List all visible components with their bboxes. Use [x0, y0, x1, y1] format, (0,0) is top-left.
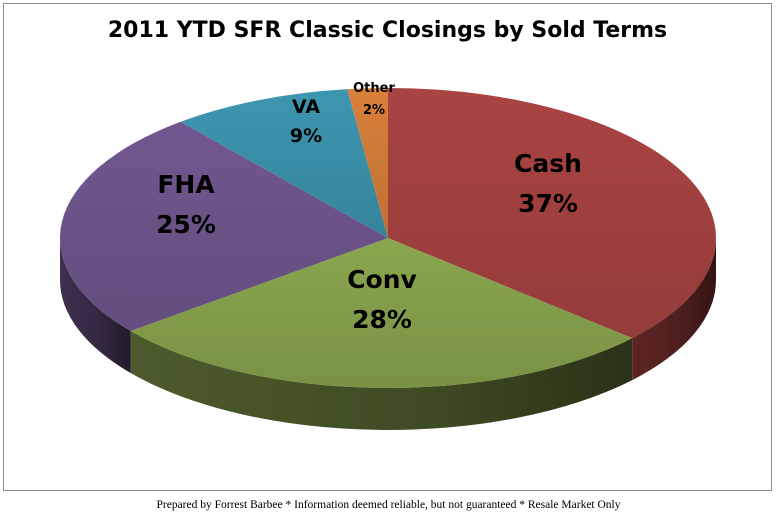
slice-label-other: Other — [353, 81, 395, 96]
pie-labels: Cash 37% Conv 28% FHA 25% VA 9% Other 2% — [156, 81, 582, 334]
slice-pct-other: 2% — [363, 103, 385, 118]
slice-label-fha: FHA — [157, 170, 215, 199]
pie-side-fha — [60, 238, 131, 374]
pie-side-conv — [130, 331, 633, 431]
pie-slice-conv — [130, 238, 633, 388]
chart-title: 2011 YTD SFR Classic Closings by Sold Te… — [107, 18, 668, 43]
slice-label-cash: Cash — [514, 149, 582, 178]
slice-pct-cash: 37% — [518, 189, 578, 218]
footer-note: Prepared by Forrest Barbee * Information… — [156, 499, 621, 511]
pie-slice-fha — [59, 121, 388, 332]
pie-top — [59, 88, 716, 388]
pie-slice-other — [347, 88, 388, 238]
slice-pct-conv: 28% — [352, 305, 412, 334]
slice-pct-fha: 25% — [156, 210, 216, 239]
pie-side-cash — [632, 238, 716, 381]
pie-side-walls — [60, 238, 716, 431]
pie-slice-cash — [388, 88, 716, 339]
slice-label-va: VA — [292, 96, 320, 118]
slice-pct-va: 9% — [290, 125, 322, 147]
slice-label-conv: Conv — [347, 265, 417, 294]
pie-slice-va — [180, 89, 388, 238]
